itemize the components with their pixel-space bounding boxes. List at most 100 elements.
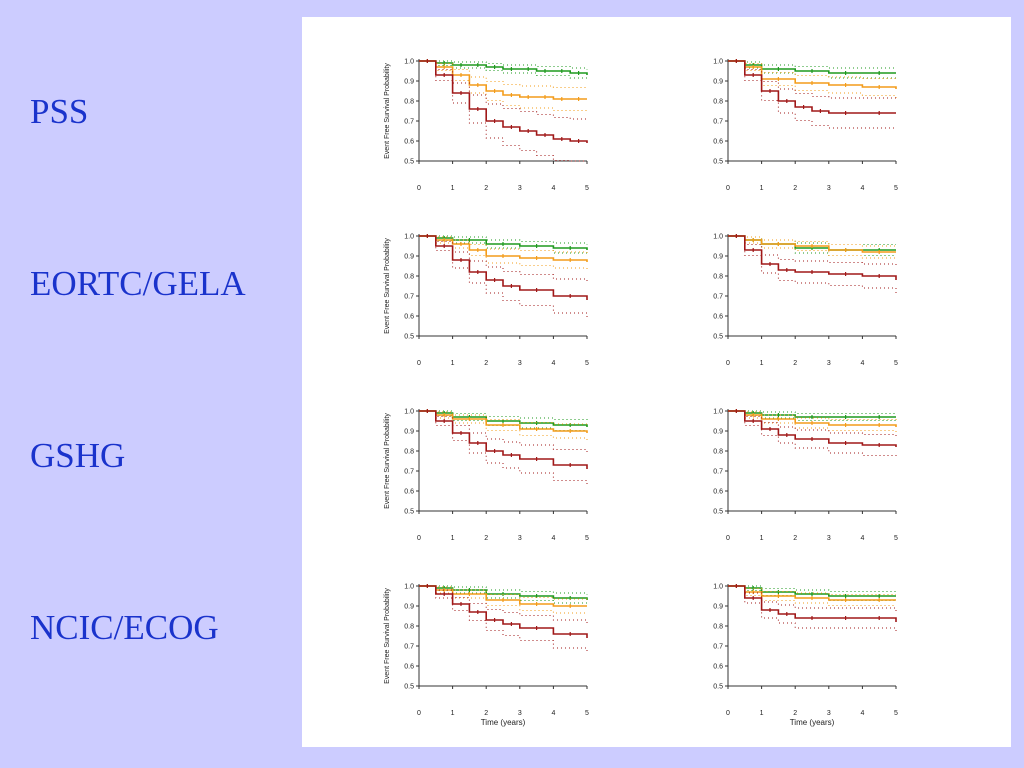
ci-upper-orange [419, 60, 587, 88]
y-tick-label: 0.9 [713, 79, 723, 86]
y-tick-label: 0.5 [404, 684, 414, 691]
curve-red [728, 235, 897, 280]
y-tick-label: 0.7 [404, 469, 414, 476]
x-tick-label: 5 [894, 360, 898, 367]
x-tick-label: 2 [484, 185, 488, 192]
x-tick-label: 5 [894, 535, 898, 542]
curve-red [728, 60, 896, 114]
survival-curves-grid: 1.0 0.9 0.8 0.7 0.6 0.5 0 1 2 3 4 5 Event Free Survi… [384, 59, 898, 728]
x-tick-label: 1 [760, 185, 764, 192]
y-axis-title: Event Free Survival Probability [384, 63, 391, 159]
y-tick-label: 0.9 [404, 79, 414, 86]
y-tick-label: 0.9 [713, 604, 723, 611]
y-tick-label: 0.8 [713, 274, 723, 281]
y-tick-label: 1.0 [404, 409, 414, 416]
y-tick-label: 1.0 [713, 234, 723, 241]
km-plot-5: 1.0 0.9 0.8 0.7 0.6 0.5 0 1 2 3 4 5 Event Free Survi… [384, 409, 589, 543]
row-label-eortc-gela: EORTC/GELA [30, 264, 246, 303]
x-tick-label: 5 [585, 710, 589, 717]
x-tick-label: 4 [860, 535, 864, 542]
x-tick-label: 5 [585, 185, 589, 192]
ci-upper-green [419, 60, 588, 70]
y-tick-label: 1.0 [404, 584, 414, 591]
y-tick-label: 0.5 [713, 509, 723, 516]
x-tick-label: 1 [451, 360, 455, 367]
x-tick-label: 3 [827, 535, 831, 542]
curve-red [419, 410, 588, 469]
y-tick-label: 0.8 [713, 99, 723, 106]
y-tick-label: 1.0 [713, 584, 723, 591]
x-axis-title: Time (years) [790, 718, 835, 727]
x-tick-label: 2 [793, 535, 797, 542]
x-tick-label: 0 [417, 185, 421, 192]
x-tick-label: 0 [726, 185, 730, 192]
y-tick-label: 0.8 [404, 449, 414, 456]
y-tick-label: 1.0 [713, 59, 723, 66]
ci-lower-orange [419, 60, 587, 111]
row-label-gshg: GSHG [30, 436, 126, 475]
y-tick-label: 0.7 [713, 294, 723, 301]
ci-upper-green [419, 235, 588, 245]
y-tick-label: 1.0 [713, 409, 723, 416]
y-tick-label: 0.6 [404, 489, 414, 496]
km-plot-7: 1.0 0.9 0.8 0.7 0.6 0.5 0 1 2 3 4 5 Event Free Survi… [384, 584, 589, 728]
x-tick-label: 5 [585, 535, 589, 542]
x-tick-label: 3 [518, 185, 522, 192]
x-tick-label: 0 [726, 535, 730, 542]
y-tick-label: 0.5 [404, 159, 414, 166]
y-tick-label: 0.5 [713, 684, 723, 691]
x-tick-label: 1 [760, 360, 764, 367]
x-tick-label: 2 [484, 535, 488, 542]
x-tick-label: 5 [894, 185, 898, 192]
x-tick-label: 1 [760, 535, 764, 542]
y-tick-label: 0.7 [713, 469, 723, 476]
y-tick-label: 0.6 [404, 314, 414, 321]
km-plot-6: 1.0 0.9 0.8 0.7 0.6 0.5 0 1 2 3 4 5 [713, 409, 898, 543]
curve-green [419, 60, 588, 75]
y-tick-label: 0.9 [713, 429, 723, 436]
ci-upper-red [419, 585, 588, 623]
y-tick-label: 0.8 [713, 449, 723, 456]
km-plot-4: 1.0 0.9 0.8 0.7 0.6 0.5 0 1 2 3 4 5 [713, 234, 898, 368]
km-plot-1: 1.0 0.9 0.8 0.7 0.6 0.5 0 1 2 3 4 5 Event Free Survi… [384, 59, 589, 193]
x-axis-title: Time (years) [481, 718, 526, 727]
y-tick-label: 1.0 [404, 234, 414, 241]
x-tick-label: 4 [551, 535, 555, 542]
ci-lower-red [419, 235, 588, 318]
x-tick-label: 4 [860, 710, 864, 717]
ci-upper-green [419, 410, 588, 421]
km-plot-3: 1.0 0.9 0.8 0.7 0.6 0.5 0 1 2 3 4 5 Event Free Survi… [384, 234, 589, 368]
y-tick-label: 0.6 [404, 139, 414, 146]
x-tick-label: 4 [860, 360, 864, 367]
y-tick-label: 0.9 [404, 604, 414, 611]
ci-lower-green [728, 60, 896, 79]
x-tick-label: 1 [451, 185, 455, 192]
ci-lower-red [419, 585, 588, 653]
y-tick-label: 0.8 [404, 274, 414, 281]
x-tick-label: 0 [417, 535, 421, 542]
chart-panel: 1.0 0.9 0.8 0.7 0.6 0.5 0 1 2 3 4 5 Event Free Survi… [302, 17, 1011, 747]
ci-upper-red [728, 585, 897, 611]
ci-lower-red [728, 585, 897, 633]
x-tick-label: 3 [518, 710, 522, 717]
y-tick-label: 0.6 [713, 664, 723, 671]
y-tick-label: 0.8 [404, 99, 414, 106]
y-tick-label: 0.5 [713, 334, 723, 341]
ci-lower-orange [728, 235, 896, 259]
x-tick-label: 0 [417, 360, 421, 367]
x-tick-label: 2 [793, 360, 797, 367]
x-tick-label: 0 [726, 360, 730, 367]
ci-upper-orange [728, 585, 896, 595]
x-tick-label: 3 [518, 535, 522, 542]
x-tick-label: 0 [417, 710, 421, 717]
x-tick-label: 1 [451, 710, 455, 717]
y-tick-label: 0.6 [404, 664, 414, 671]
x-tick-label: 2 [793, 710, 797, 717]
curve-red [419, 585, 588, 638]
row-label-pss: PSS [30, 92, 89, 131]
y-tick-label: 0.9 [713, 254, 723, 261]
curve-red [419, 60, 588, 143]
y-axis-title: Event Free Survival Probability [384, 588, 391, 684]
ci-upper-orange [728, 410, 897, 421]
y-tick-label: 1.0 [404, 59, 414, 66]
